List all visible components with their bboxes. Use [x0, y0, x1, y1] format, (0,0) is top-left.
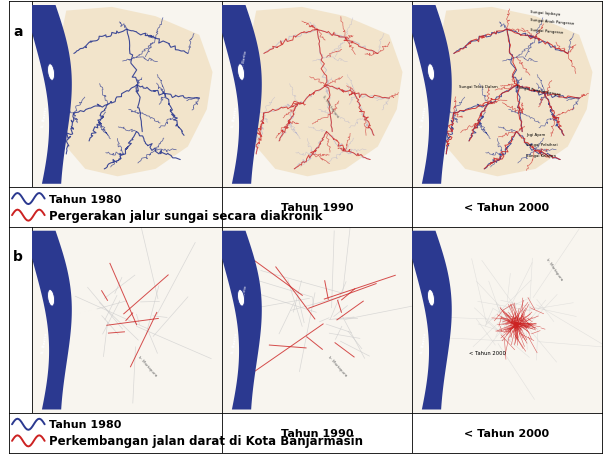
Polygon shape — [439, 8, 592, 177]
Text: Sungai Teluk Dalam: Sungai Teluk Dalam — [460, 85, 499, 89]
Text: Tahun 1990: Tahun 1990 — [281, 203, 353, 213]
Text: Perkembangan jalan darat di Kota Banjarmasin: Perkembangan jalan darat di Kota Banjarm… — [50, 435, 364, 447]
Polygon shape — [59, 8, 212, 177]
Text: S. Barito: S. Barito — [41, 332, 48, 354]
Text: Sungai Anak Pangeran: Sungai Anak Pangeran — [530, 18, 574, 25]
Ellipse shape — [48, 290, 54, 306]
Ellipse shape — [428, 65, 434, 81]
Text: < Tahun 2000: < Tahun 2000 — [465, 203, 549, 213]
Polygon shape — [25, 6, 72, 184]
Polygon shape — [249, 8, 402, 177]
Text: Jogi Ayam: Jogi Ayam — [526, 133, 545, 137]
Text: Tahun 1980: Tahun 1980 — [50, 194, 122, 204]
Text: < Tahun 2000: < Tahun 2000 — [469, 350, 506, 355]
Text: b: b — [13, 250, 23, 264]
Text: Tahun 1990: Tahun 1990 — [281, 428, 353, 438]
Text: Sungai Pangambangan: Sungai Pangambangan — [517, 84, 562, 96]
Text: S. Barito: S. Barito — [41, 106, 48, 128]
Polygon shape — [25, 231, 72, 410]
Text: Pergerakan jalur sungai secara diakronik: Pergerakan jalur sungai secara diakronik — [50, 209, 323, 222]
Text: Ir. Martapura: Ir. Martapura — [327, 355, 347, 377]
Text: S. Barito: S. Barito — [241, 51, 248, 68]
Text: S. Barito: S. Barito — [231, 332, 238, 354]
Text: Sungai Iapbaya: Sungai Iapbaya — [530, 10, 560, 16]
Ellipse shape — [48, 65, 54, 81]
Ellipse shape — [238, 290, 244, 306]
Ellipse shape — [238, 65, 244, 81]
Polygon shape — [405, 231, 452, 410]
Polygon shape — [215, 6, 262, 184]
Polygon shape — [405, 6, 452, 184]
Text: S. Barito: S. Barito — [420, 332, 428, 354]
Text: S. Barito: S. Barito — [241, 285, 248, 303]
Ellipse shape — [428, 290, 434, 306]
Text: Sungai Pangeran: Sungai Pangeran — [530, 28, 563, 35]
Text: Sungai Kelayan: Sungai Kelayan — [526, 153, 556, 157]
Text: S. Barito: S. Barito — [420, 106, 428, 128]
Text: S. Barito: S. Barito — [231, 106, 238, 128]
Text: < Tahun 2000: < Tahun 2000 — [465, 428, 549, 438]
Text: Tahun 1980: Tahun 1980 — [50, 420, 122, 430]
Text: a: a — [13, 25, 23, 39]
Text: S. Martapura: S. Martapura — [321, 95, 339, 118]
Polygon shape — [215, 231, 262, 410]
Text: Ir. Martapura: Ir. Martapura — [545, 257, 563, 281]
Text: Ir. Martapura: Ir. Martapura — [137, 355, 157, 377]
Text: Sungai Pelaihari: Sungai Pelaihari — [526, 142, 558, 147]
